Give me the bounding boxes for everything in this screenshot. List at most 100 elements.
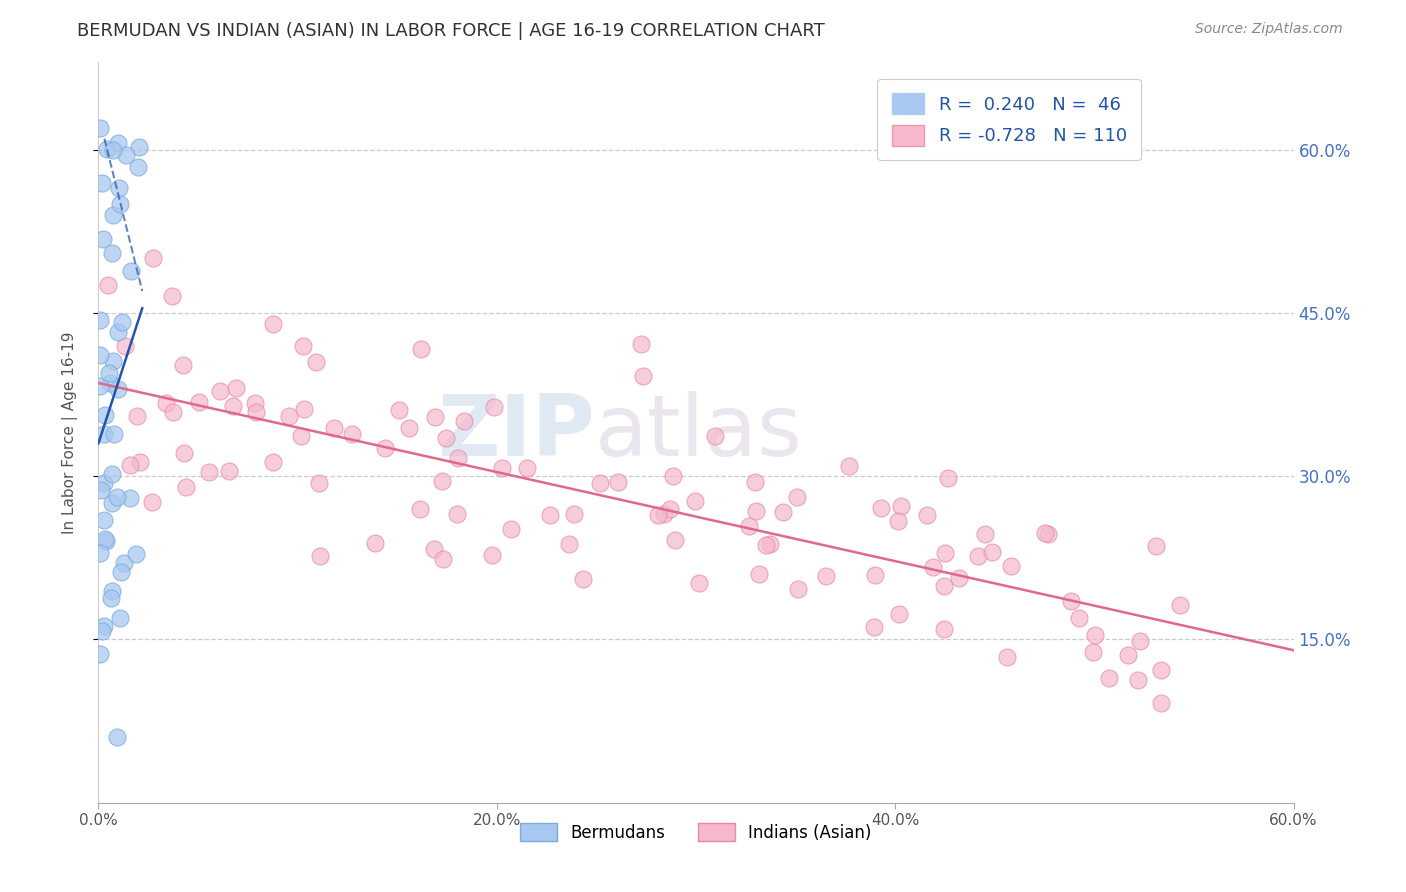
Point <box>772 505 794 519</box>
Point <box>91 176 114 190</box>
Point <box>491 461 513 475</box>
Point <box>398 421 420 435</box>
Point <box>501 522 523 536</box>
Point <box>107 382 129 396</box>
Point <box>659 502 682 516</box>
Point <box>120 458 142 473</box>
Legend: Bermudans, Indians (Asian): Bermudans, Indians (Asian) <box>512 814 880 850</box>
Point <box>173 446 195 460</box>
Point <box>305 354 328 368</box>
Point <box>1000 559 1022 574</box>
Point <box>786 490 808 504</box>
Point <box>1129 634 1152 648</box>
Point <box>432 552 454 566</box>
Point <box>1081 645 1104 659</box>
Point <box>967 549 990 564</box>
Point <box>887 607 910 621</box>
Point <box>107 325 129 339</box>
Point <box>98 376 121 390</box>
Point <box>934 546 956 560</box>
Point <box>89 120 111 135</box>
Point <box>932 579 955 593</box>
Point <box>120 264 142 278</box>
Point <box>683 493 706 508</box>
Point <box>291 338 314 352</box>
Point <box>290 429 312 443</box>
Point <box>101 143 124 157</box>
Point <box>481 549 503 563</box>
Point <box>101 496 124 510</box>
Point <box>129 455 152 469</box>
Point <box>107 136 129 150</box>
Point <box>995 650 1018 665</box>
Point <box>142 252 165 266</box>
Point <box>245 405 267 419</box>
Point <box>1144 539 1167 553</box>
Point <box>647 508 669 522</box>
Point <box>1098 671 1121 685</box>
Point <box>101 584 124 599</box>
Point <box>160 289 183 303</box>
Point <box>162 405 184 419</box>
Point <box>688 575 710 590</box>
Point <box>209 384 232 398</box>
Point <box>308 476 330 491</box>
Point <box>90 624 112 639</box>
Point <box>97 366 120 380</box>
Point <box>114 338 136 352</box>
Point <box>105 490 128 504</box>
Point <box>93 513 115 527</box>
Point <box>430 474 453 488</box>
Point <box>915 508 938 523</box>
Point <box>662 469 685 483</box>
Point <box>921 560 943 574</box>
Point <box>863 620 886 634</box>
Point <box>387 403 409 417</box>
Point <box>446 451 468 466</box>
Text: atlas: atlas <box>595 391 803 475</box>
Point <box>100 467 122 482</box>
Point <box>411 342 433 356</box>
Point <box>101 208 124 222</box>
Point <box>89 379 111 393</box>
Point <box>606 475 628 489</box>
Point <box>96 142 118 156</box>
Point <box>243 396 266 410</box>
Point <box>118 491 141 505</box>
Point <box>754 538 776 552</box>
Point <box>538 508 561 522</box>
Point <box>128 139 150 153</box>
Point <box>870 500 893 515</box>
Point <box>1116 648 1139 663</box>
Point <box>125 409 148 423</box>
Point <box>1150 696 1173 710</box>
Point <box>938 471 960 485</box>
Point <box>323 421 346 435</box>
Point <box>218 464 240 478</box>
Point <box>423 542 446 557</box>
Point <box>423 410 446 425</box>
Point <box>100 591 122 606</box>
Point <box>572 572 595 586</box>
Point <box>172 358 194 372</box>
Point <box>887 514 910 528</box>
Point <box>631 369 654 384</box>
Point <box>340 427 363 442</box>
Point <box>934 622 956 636</box>
Point <box>948 571 970 585</box>
Point <box>107 731 129 745</box>
Point <box>759 537 782 551</box>
Point <box>292 401 315 416</box>
Point <box>114 148 136 162</box>
Point <box>981 545 1004 559</box>
Point <box>89 313 111 327</box>
Text: Source: ZipAtlas.com: Source: ZipAtlas.com <box>1195 22 1343 37</box>
Point <box>446 507 468 521</box>
Point <box>141 495 163 509</box>
Point <box>277 409 299 423</box>
Text: BERMUDAN VS INDIAN (ASIAN) IN LABOR FORCE | AGE 16-19 CORRELATION CHART: BERMUDAN VS INDIAN (ASIAN) IN LABOR FORC… <box>77 22 825 40</box>
Point <box>434 431 457 445</box>
Point <box>1126 673 1149 688</box>
Point <box>112 556 135 570</box>
Point <box>93 426 115 441</box>
